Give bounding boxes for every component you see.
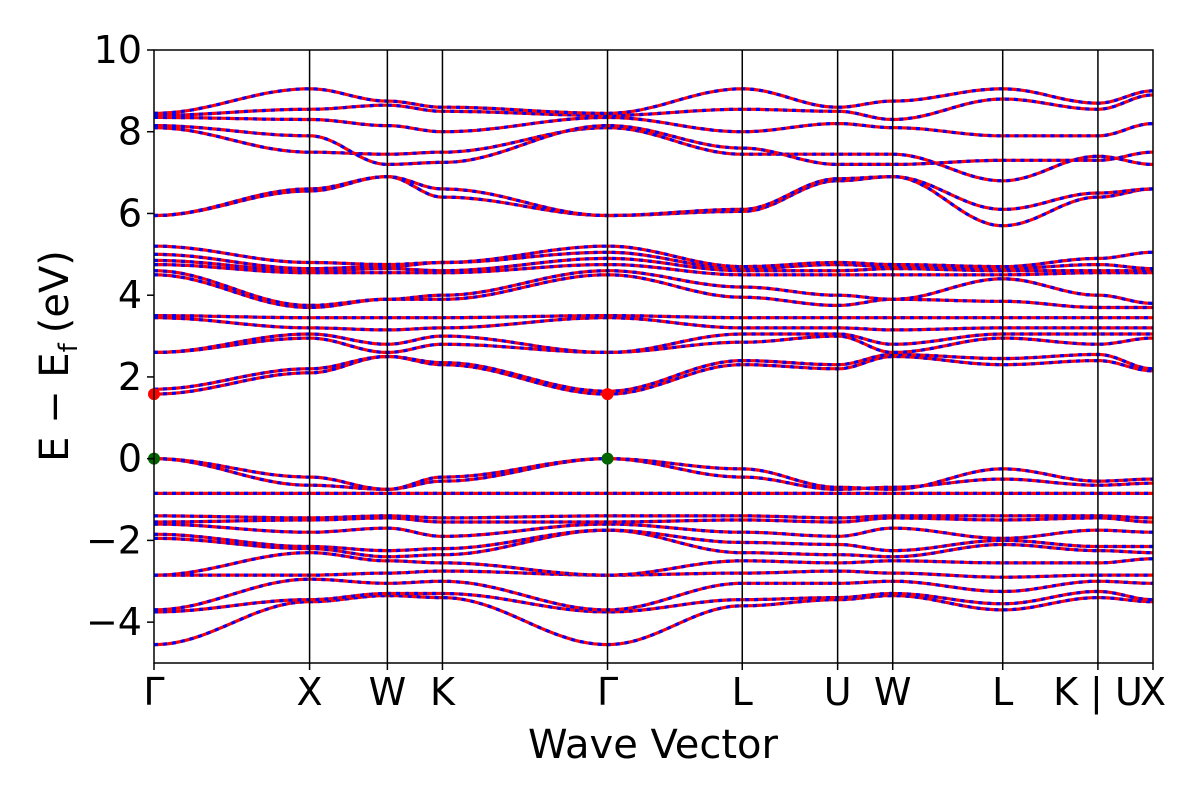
y-tick-label: −2 [86,518,142,562]
band-line-dashed [154,589,1154,614]
x-tick-label: U [824,670,852,714]
band-line-dashed [153,551,1153,577]
band-line-dashed [153,352,1154,393]
band-line-dashed [154,263,1153,277]
band-line-dashed [154,256,1153,273]
band-line-dashed [153,332,1153,355]
y-tick-label: 8 [118,110,142,154]
cbm-point [601,388,614,401]
y-axis-label-main: E − E [32,352,78,462]
band-line-dashed [154,528,1153,559]
band-line-dashed [153,577,1153,612]
band-line-dashed [154,115,1153,138]
y-axis-label-subscript: f [54,342,84,352]
kpath-lines [308,50,1099,663]
x-tick-label: W [369,670,407,714]
x-tick-label: K | U [1053,670,1143,715]
band-line-dashed [154,244,1153,269]
band-line-dashed [153,250,1153,271]
plot-frame [153,49,1154,664]
y-tick-label: 6 [118,191,142,235]
y-axis-label-unit: (eV) [32,250,78,333]
x-tick-label: Γ [597,670,618,714]
band-line-dashed [154,522,1153,541]
extremum-points [148,388,614,465]
band-line-dashed [154,334,1153,354]
y-tick-label: 10 [94,28,142,72]
band-line-dashed [154,93,1153,122]
x-tick-label: K [430,670,456,714]
y-axis-ticks: −4 −2 0 2 4 6 8 10 [86,28,154,644]
x-tick-label: W [874,670,912,714]
y-tick-label: −4 [86,600,142,644]
band-line-dashed [154,528,1153,553]
y-tick-label: 4 [118,273,142,317]
x-tick-label: X [297,670,323,714]
vbm-point [601,452,614,465]
x-axis-label: Wave Vector [528,722,779,768]
y-tick-label: 0 [118,437,142,481]
x-tick-label: Γ [143,670,164,714]
x-tick-label: L [992,670,1013,714]
y-axis-label: E − Ef (eV) [32,250,84,462]
band-line-dashed [154,316,1153,332]
y-tick-label: 2 [118,355,142,399]
x-tick-label: L [732,670,753,714]
x-tick-label: X [1140,670,1166,714]
